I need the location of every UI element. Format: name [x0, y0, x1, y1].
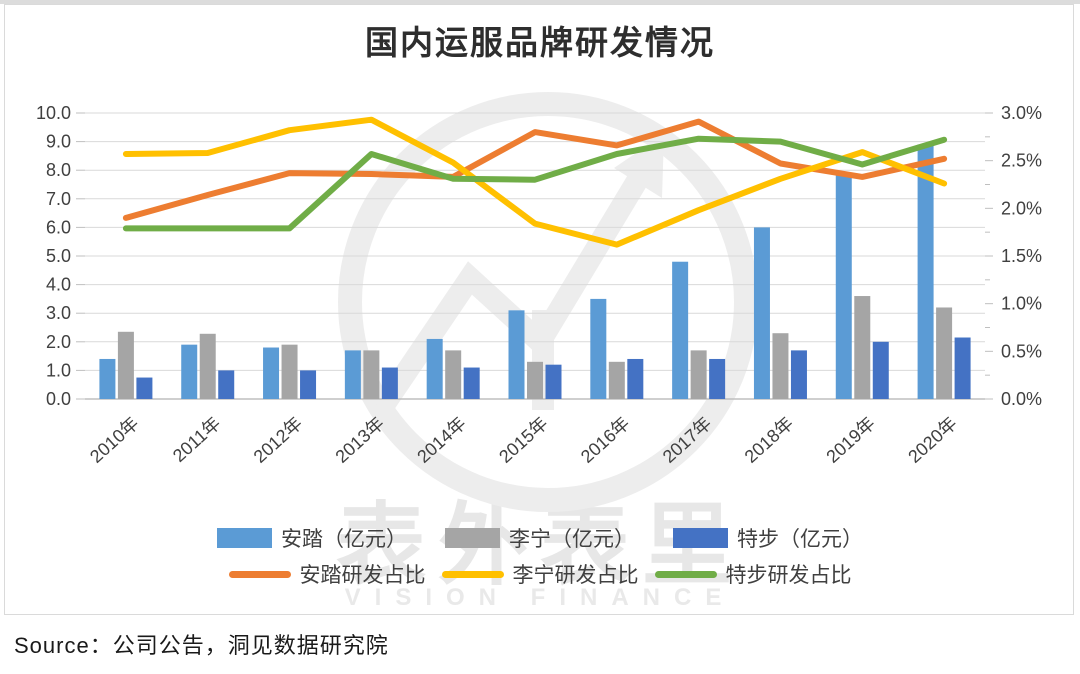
legend-label: 李宁（亿元）	[509, 528, 635, 551]
legend-item-lining: 李宁研发占比	[441, 559, 639, 589]
left-axis-tick-label: 2.0	[46, 332, 71, 352]
chart-title: 国内运服品牌研发情况	[365, 24, 715, 61]
x-axis-label: 2010年	[86, 413, 143, 467]
anta-bar	[590, 298, 607, 399]
right-axis-tick-label: 2.5%	[1001, 151, 1042, 171]
left-axis-tick-label: 3.0	[46, 303, 71, 323]
anta-bar	[426, 338, 443, 399]
xtep-bar	[790, 350, 807, 399]
xtep-bar	[627, 358, 644, 399]
legend-swatch-icon	[228, 570, 291, 578]
lining-bar	[445, 350, 462, 399]
lining-line	[122, 116, 948, 248]
lining-bar	[772, 333, 789, 399]
x-axis-label: 2020年	[904, 413, 961, 467]
anta-bar	[344, 350, 361, 399]
lining-bar	[936, 307, 953, 399]
x-axis-label: 2016年	[577, 413, 634, 467]
legend-swatch-icon	[673, 528, 728, 548]
anta-bar	[672, 261, 689, 399]
xtep-bar	[300, 370, 317, 399]
legend-item-anta: 安踏（亿元）	[217, 523, 407, 553]
xtep-bar	[136, 377, 153, 399]
xtep-line	[122, 135, 948, 232]
source-text: Source：公司公告，洞见数据研究院	[14, 633, 389, 658]
lining-bar	[690, 350, 707, 399]
right-axis-tick-label: 2.0%	[1001, 198, 1042, 218]
right-axis-tick-label: 0.5%	[1001, 341, 1042, 361]
x-axis-label: 2015年	[495, 413, 552, 467]
xtep-bar	[218, 370, 235, 399]
anta-bar	[181, 344, 198, 399]
watermark-subtext: VISION FINANCE	[344, 584, 736, 611]
x-axis-label: 2018年	[741, 413, 798, 467]
right-axis-tick-label: 3.0%	[1001, 103, 1042, 123]
page-top-strip	[0, 0, 1080, 4]
lining-bar	[199, 333, 216, 399]
xtep-bar	[545, 364, 562, 399]
left-axis-tick-label: 10.0	[36, 103, 71, 123]
anta-bar	[263, 347, 280, 399]
xtep-bar	[954, 337, 971, 399]
xtep-bar	[463, 367, 480, 399]
legend-item-lining: 李宁（亿元）	[445, 523, 635, 553]
right-axis-tick-label: 0.0%	[1001, 389, 1042, 409]
left-axis-tick-label: 1.0	[46, 360, 71, 380]
legend-item-xtep: 特步研发占比	[654, 559, 852, 589]
x-axis-label: 2011年	[169, 413, 225, 466]
legend-row-bars: 安踏（亿元） 李宁（亿元） 特步（亿元）	[0, 523, 1080, 553]
x-axis-label: 2019年	[822, 413, 879, 467]
left-axis-tick-label: 5.0	[46, 246, 71, 266]
left-axis-tick-label: 6.0	[46, 217, 71, 237]
right-axis-tick-label: 1.5%	[1001, 246, 1042, 266]
xtep-bar	[872, 341, 889, 399]
watermark-text: 表外表里	[336, 496, 744, 596]
left-axis-tick-label: 0.0	[46, 389, 71, 409]
lining-bar	[363, 350, 380, 399]
lining-bar	[527, 361, 543, 399]
left-axis-tick-label: 4.0	[46, 275, 71, 295]
lining-bar	[608, 361, 625, 399]
anta-bar	[917, 144, 934, 399]
legend-row-lines: 安踏研发占比 李宁研发占比 特步研发占比	[0, 559, 1080, 589]
legend-label: 特步研发占比	[725, 564, 852, 587]
left-axis-tick-label: 7.0	[46, 189, 71, 209]
x-axis-label: 2013年	[332, 413, 389, 467]
legend-swatch-icon	[654, 570, 717, 578]
xtep-bar	[381, 367, 398, 399]
anta-bar	[753, 227, 770, 399]
legend-swatch-icon	[445, 528, 500, 548]
combo-chart: 0.0 1.0 2.0 3.0 4.0 5.0 6.0 7.0 8.0 9.0 10.0 3.0% 2.…	[36, 92, 1042, 512]
x-axis-label: 2012年	[250, 413, 307, 467]
legend-label: 安踏（亿元）	[281, 528, 407, 551]
legend-swatch-icon	[217, 528, 272, 548]
legend-label: 安踏研发占比	[299, 564, 426, 587]
legend-item-anta: 安踏研发占比	[228, 559, 426, 589]
lining-bar	[117, 331, 134, 399]
left-axis-tick-label: 9.0	[46, 132, 71, 152]
lining-bar	[281, 344, 298, 399]
anta-bar	[835, 174, 852, 399]
legend-item-xtep: 特步（亿元）	[673, 523, 863, 553]
legend-label: 李宁研发占比	[512, 564, 639, 587]
right-axis-tick-label: 1.0%	[1001, 294, 1042, 314]
lining-bar	[854, 296, 871, 399]
anta-bar	[508, 310, 525, 399]
legend-swatch-icon	[441, 570, 504, 578]
left-axis-tick-label: 8.0	[46, 160, 71, 180]
legend-label: 特步（亿元）	[737, 528, 863, 551]
anta-bar	[99, 358, 116, 399]
xtep-bar	[709, 358, 726, 399]
